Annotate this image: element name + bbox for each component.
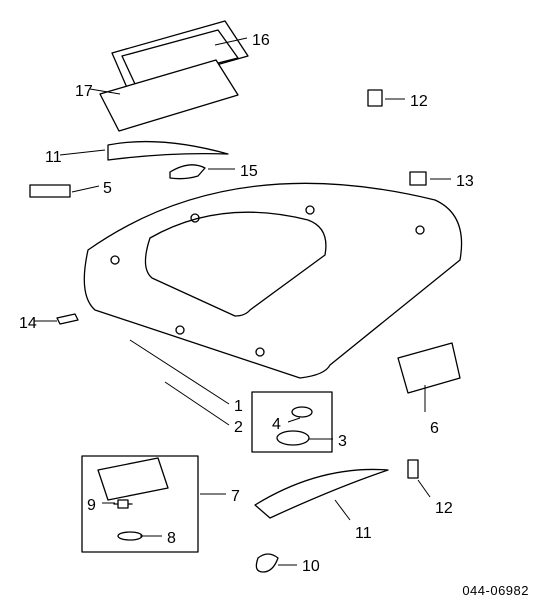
part-lever-15: [170, 165, 205, 179]
callout-11: 11: [45, 149, 62, 167]
callout-10: 10: [302, 558, 320, 576]
callout-12: 12: [410, 93, 428, 111]
callout-1: 1: [234, 398, 243, 416]
diagram-stage: 12345678910111112121314151617 044-06982: [0, 0, 534, 600]
part-clip-10: [256, 554, 278, 572]
callout-8: 8: [167, 530, 176, 548]
part-plug-12b: [408, 460, 418, 478]
part-block-5: [30, 185, 70, 197]
callout-15: 15: [240, 163, 258, 181]
part-part-4: [292, 407, 312, 417]
callout-9: 9: [87, 497, 96, 515]
part-part-3: [277, 431, 309, 445]
callout-13: 13: [456, 173, 474, 191]
callout-2: 2: [234, 419, 243, 437]
callout-16: 16: [252, 32, 270, 50]
part-pin-14: [57, 314, 78, 324]
callout-12b: 12: [435, 500, 453, 518]
callout-17: 17: [75, 83, 93, 101]
part-bulb-9: [114, 500, 132, 508]
callout-4: 4: [272, 416, 281, 434]
part-plug-12: [368, 90, 382, 106]
callout-5: 5: [103, 180, 112, 198]
callout-7: 7: [231, 488, 240, 506]
part-strip-11: [108, 142, 228, 160]
part-ring-8: [118, 532, 142, 540]
part-plug-13: [410, 172, 426, 185]
part-strip-11b: [255, 469, 388, 518]
callout-14: 14: [19, 315, 37, 333]
callout-6: 6: [430, 420, 439, 438]
callout-11b: 11: [355, 525, 372, 543]
callout-3: 3: [338, 433, 347, 451]
drawing-number: 044-06982: [462, 583, 529, 598]
